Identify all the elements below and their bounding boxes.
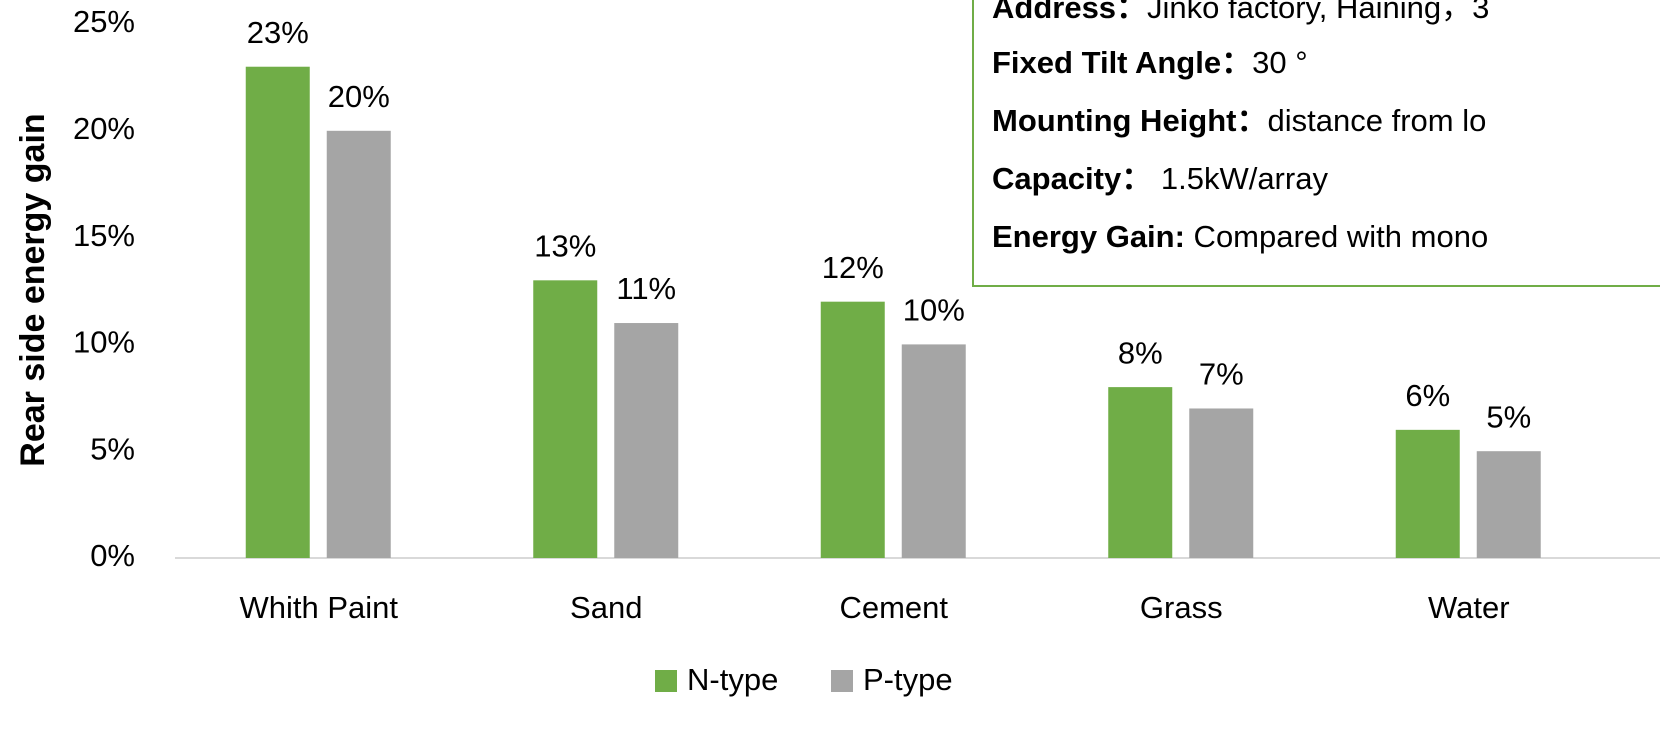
bar (901, 344, 966, 558)
y-tick-label: 5% (90, 431, 135, 466)
bar (1476, 451, 1541, 558)
y-tick-label: 25% (73, 4, 135, 39)
x-tick-label: Sand (570, 590, 642, 625)
data-label: 7% (1199, 357, 1244, 392)
bar (614, 323, 679, 558)
y-tick-label: 10% (73, 325, 135, 360)
bar (326, 130, 391, 559)
x-tick-label: Cement (839, 590, 948, 625)
bar (1108, 387, 1173, 558)
x-tick-label: Whith Paint (239, 590, 398, 625)
info-box (972, 0, 1660, 287)
data-label: 23% (247, 15, 309, 50)
info-value: Jinko factory, Haining，3 (1147, 0, 1489, 25)
data-label: 13% (534, 229, 596, 264)
x-tick-label: Grass (1140, 590, 1223, 625)
y-tick-label: 15% (73, 218, 135, 253)
data-label: 12% (822, 250, 884, 285)
info-key: Address： (992, 0, 1147, 25)
info-line: Mounting Height：distance from lo (992, 103, 1486, 138)
info-key: Fixed Tilt Angle： (992, 45, 1252, 80)
bar (1395, 429, 1460, 558)
legend-swatch (655, 670, 677, 692)
info-key: Energy Gain: (992, 219, 1185, 254)
y-tick-label: 0% (90, 538, 135, 573)
info-value: 1.5kW/array (1152, 161, 1328, 196)
bar (245, 66, 310, 558)
data-label: 6% (1405, 378, 1450, 413)
legend-label: N-type (687, 662, 778, 697)
data-label: 20% (328, 79, 390, 114)
bar (820, 301, 885, 558)
bar (1189, 408, 1254, 558)
info-line: Address：Jinko factory, Haining，3 (992, 0, 1489, 25)
data-label: 5% (1486, 399, 1531, 434)
info-value: distance from lo (1268, 103, 1487, 138)
info-line: Capacity： 1.5kW/array (992, 161, 1328, 196)
info-value: 30 ° (1252, 45, 1308, 80)
legend-swatch (831, 670, 853, 692)
info-line: Energy Gain: Compared with mono (992, 219, 1488, 254)
bar (533, 280, 598, 558)
data-label: 11% (616, 271, 676, 306)
info-key: Capacity： (992, 161, 1152, 196)
y-axis-label: Rear side energy gain (14, 113, 52, 466)
x-tick-label: Water (1428, 590, 1510, 625)
y-tick-label: 20% (73, 111, 135, 146)
data-label: 8% (1118, 335, 1163, 370)
info-key: Mounting Height： (992, 103, 1268, 138)
info-line: Fixed Tilt Angle：30 ° (992, 45, 1308, 80)
legend-label: P-type (863, 662, 953, 697)
info-value: Compared with mono (1185, 219, 1488, 254)
data-label: 10% (903, 293, 965, 328)
